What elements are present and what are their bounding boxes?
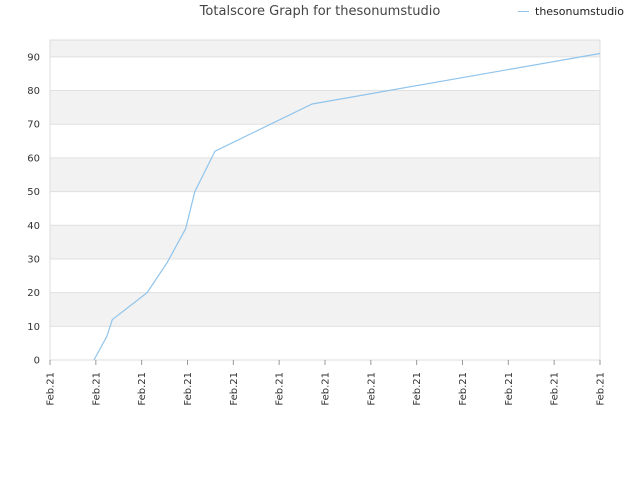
y-tick-label: 40 bbox=[27, 221, 40, 232]
x-tick-label: Feb.21 bbox=[550, 372, 561, 406]
legend-swatch bbox=[518, 11, 529, 12]
x-tick-label: Feb.21 bbox=[366, 372, 377, 406]
x-tick-label: Feb.21 bbox=[275, 372, 286, 406]
grid-band bbox=[50, 40, 600, 57]
y-tick-label: 20 bbox=[27, 288, 40, 299]
x-tick-label: Feb.21 bbox=[504, 372, 515, 406]
grid-band bbox=[50, 56, 600, 91]
x-tick-label: Feb.21 bbox=[321, 372, 332, 406]
x-tick-label: Feb.21 bbox=[183, 372, 194, 406]
legend-label: thesonumstudio bbox=[535, 5, 624, 18]
x-tick-label: Feb.21 bbox=[596, 372, 607, 406]
y-tick-label: 90 bbox=[27, 52, 40, 63]
y-tick-label: 50 bbox=[27, 187, 40, 198]
x-tick-label: Feb.21 bbox=[458, 372, 469, 406]
grid-band bbox=[50, 191, 600, 226]
x-tick-label: Feb.21 bbox=[229, 372, 240, 406]
grid-band bbox=[50, 225, 600, 259]
x-tick-label: Feb.21 bbox=[91, 372, 102, 406]
y-tick-label: 10 bbox=[27, 322, 40, 333]
x-tick-label: Feb.21 bbox=[137, 372, 148, 406]
y-tick-label: 60 bbox=[27, 153, 40, 164]
grid-band bbox=[50, 124, 600, 158]
chart-title: Totalscore Graph for thesonumstudio bbox=[199, 4, 441, 19]
y-tick-label: 30 bbox=[27, 254, 40, 265]
y-tick-label: 70 bbox=[27, 120, 40, 131]
grid-band bbox=[50, 258, 600, 293]
x-tick-label: Feb.21 bbox=[412, 372, 423, 406]
grid-band bbox=[50, 157, 600, 192]
y-tick-label: 0 bbox=[34, 356, 40, 367]
grid-band bbox=[50, 292, 600, 327]
grid-band bbox=[50, 90, 600, 125]
grid-band bbox=[50, 326, 600, 360]
y-tick-label: 80 bbox=[27, 86, 40, 97]
x-tick-label: Feb.21 bbox=[46, 372, 57, 406]
series-line bbox=[93, 52, 601, 361]
legend: thesonumstudio bbox=[518, 5, 624, 18]
